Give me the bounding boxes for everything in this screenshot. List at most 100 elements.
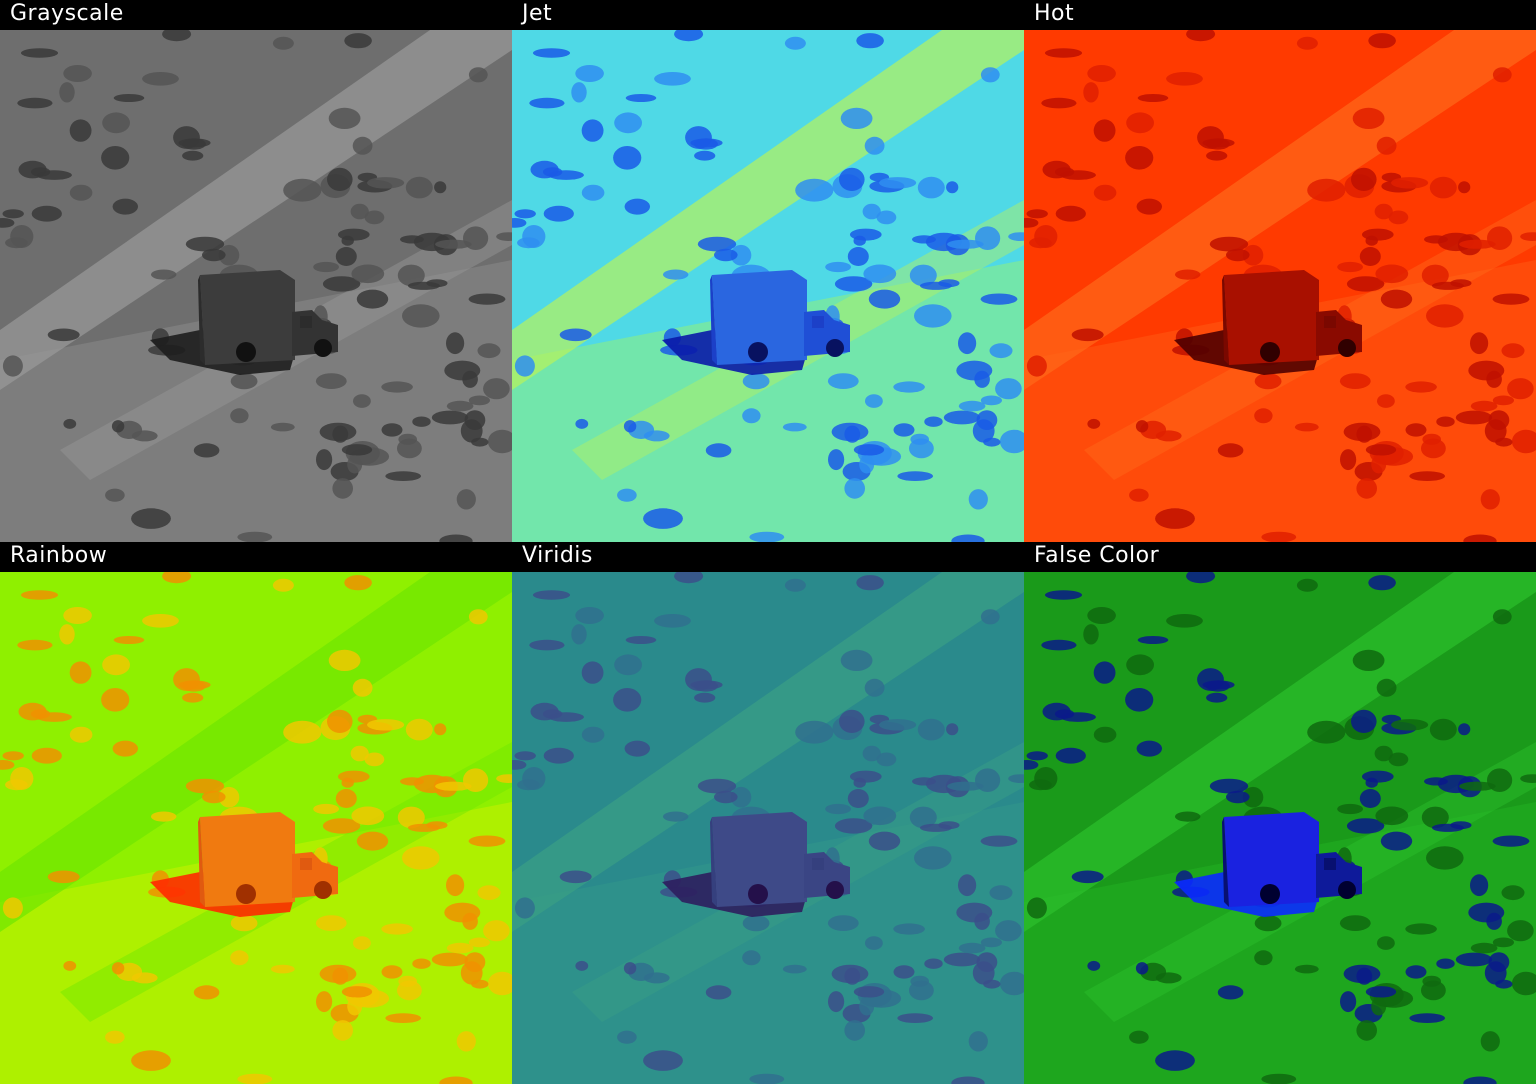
brush-patch (685, 668, 712, 691)
brush-patch (101, 146, 130, 170)
panel-false-color: False Color (1024, 542, 1536, 1084)
brush-patch (1129, 488, 1149, 502)
brush-patch (1166, 72, 1203, 86)
brush-patch (1008, 232, 1024, 241)
brush-patch (59, 82, 75, 103)
brush-patch (853, 986, 885, 998)
panel-label: Viridis (522, 543, 593, 568)
brush-patch (1470, 874, 1489, 897)
brush-patch (47, 328, 80, 342)
brush-patch (2, 751, 24, 761)
brush-patch (59, 624, 75, 645)
brush-patch (613, 688, 642, 712)
brush-patch (218, 244, 240, 266)
brush-patch (63, 418, 77, 429)
brush-patch (270, 964, 295, 974)
brush-patch (856, 575, 884, 591)
brush-patch (1042, 702, 1071, 721)
brush-patch (364, 752, 385, 767)
brush-patch (17, 639, 53, 651)
brush-patch (162, 572, 192, 584)
brush-patch (272, 36, 294, 50)
brush-patch (1488, 952, 1510, 972)
brush-patch (529, 97, 565, 109)
brush-patch (1135, 962, 1149, 975)
brush-patch (350, 203, 369, 220)
brush-patch (332, 478, 354, 499)
brush-patch (237, 531, 273, 542)
label-bar: Rainbow (0, 542, 512, 572)
brush-patch (142, 614, 179, 628)
brush-patch (784, 36, 806, 50)
brush-patch (381, 965, 403, 979)
truck-front-wheel (1338, 339, 1356, 357)
panel-grayscale: Grayscale (0, 0, 512, 542)
brush-patch (407, 823, 440, 832)
brush-patch (946, 723, 959, 736)
brush-patch (947, 781, 984, 791)
brush-patch (1155, 1050, 1195, 1071)
brush-patch (909, 438, 934, 459)
brush-patch (468, 395, 490, 406)
brush-patch (694, 150, 716, 161)
brush-patch (749, 1073, 785, 1084)
brush-patch (1217, 443, 1244, 458)
brush-patch (18, 702, 47, 721)
dirt-road (512, 572, 1024, 932)
brush-patch (283, 178, 322, 202)
brush-patch (571, 624, 587, 645)
brush-patch (999, 429, 1024, 454)
brush-patch (1468, 902, 1505, 923)
brush-patch (151, 811, 177, 822)
dirt-road (0, 30, 512, 390)
brush-patch (1391, 719, 1429, 731)
brush-patch (464, 952, 486, 972)
brush-patch (581, 119, 604, 142)
brush-patch (456, 489, 476, 510)
brush-patch (352, 136, 373, 155)
brush-patch (1470, 942, 1498, 954)
brush-patch (1359, 247, 1381, 266)
brush-patch (1294, 964, 1319, 974)
brush-patch (477, 343, 501, 359)
brush-patch (1206, 150, 1228, 161)
sand-area (0, 802, 512, 1084)
brush-patch (131, 1050, 171, 1071)
brush-patch (685, 126, 712, 149)
brush-patch (1175, 811, 1201, 822)
brush-patch (694, 692, 716, 703)
brush-patch (674, 30, 704, 42)
brush-patch (367, 719, 405, 731)
brush-patch (1492, 395, 1514, 406)
brush-patch (705, 443, 732, 458)
truck-window (1324, 858, 1336, 870)
brush-patch (2, 897, 23, 919)
brush-patch (909, 806, 937, 829)
truck-window (812, 858, 824, 870)
brush-patch (182, 150, 204, 161)
brush-patch (623, 962, 637, 975)
brush-patch (742, 950, 761, 966)
truck-window (300, 316, 312, 328)
brush-patch (182, 692, 204, 703)
brush-patch (839, 167, 865, 191)
brush-patch (951, 534, 985, 542)
brush-patch (853, 444, 885, 456)
brush-patch (31, 205, 62, 222)
brush-patch (1093, 119, 1116, 142)
brush-patch (1458, 181, 1471, 194)
brush-patch (1337, 803, 1363, 815)
brush-patch (1511, 971, 1536, 996)
brush-patch (434, 723, 447, 736)
brush-patch (1431, 823, 1464, 832)
brush-patch (980, 395, 1002, 406)
brush-patch (1492, 835, 1530, 847)
brush-patch (827, 373, 859, 389)
brush-patch (1507, 378, 1534, 400)
brush-patch (1429, 176, 1457, 199)
brush-patch (1480, 1031, 1500, 1052)
brush-patch (193, 443, 220, 458)
brush-patch (397, 980, 422, 1001)
brush-patch (173, 126, 200, 149)
truck-rear-wheel (748, 342, 768, 362)
